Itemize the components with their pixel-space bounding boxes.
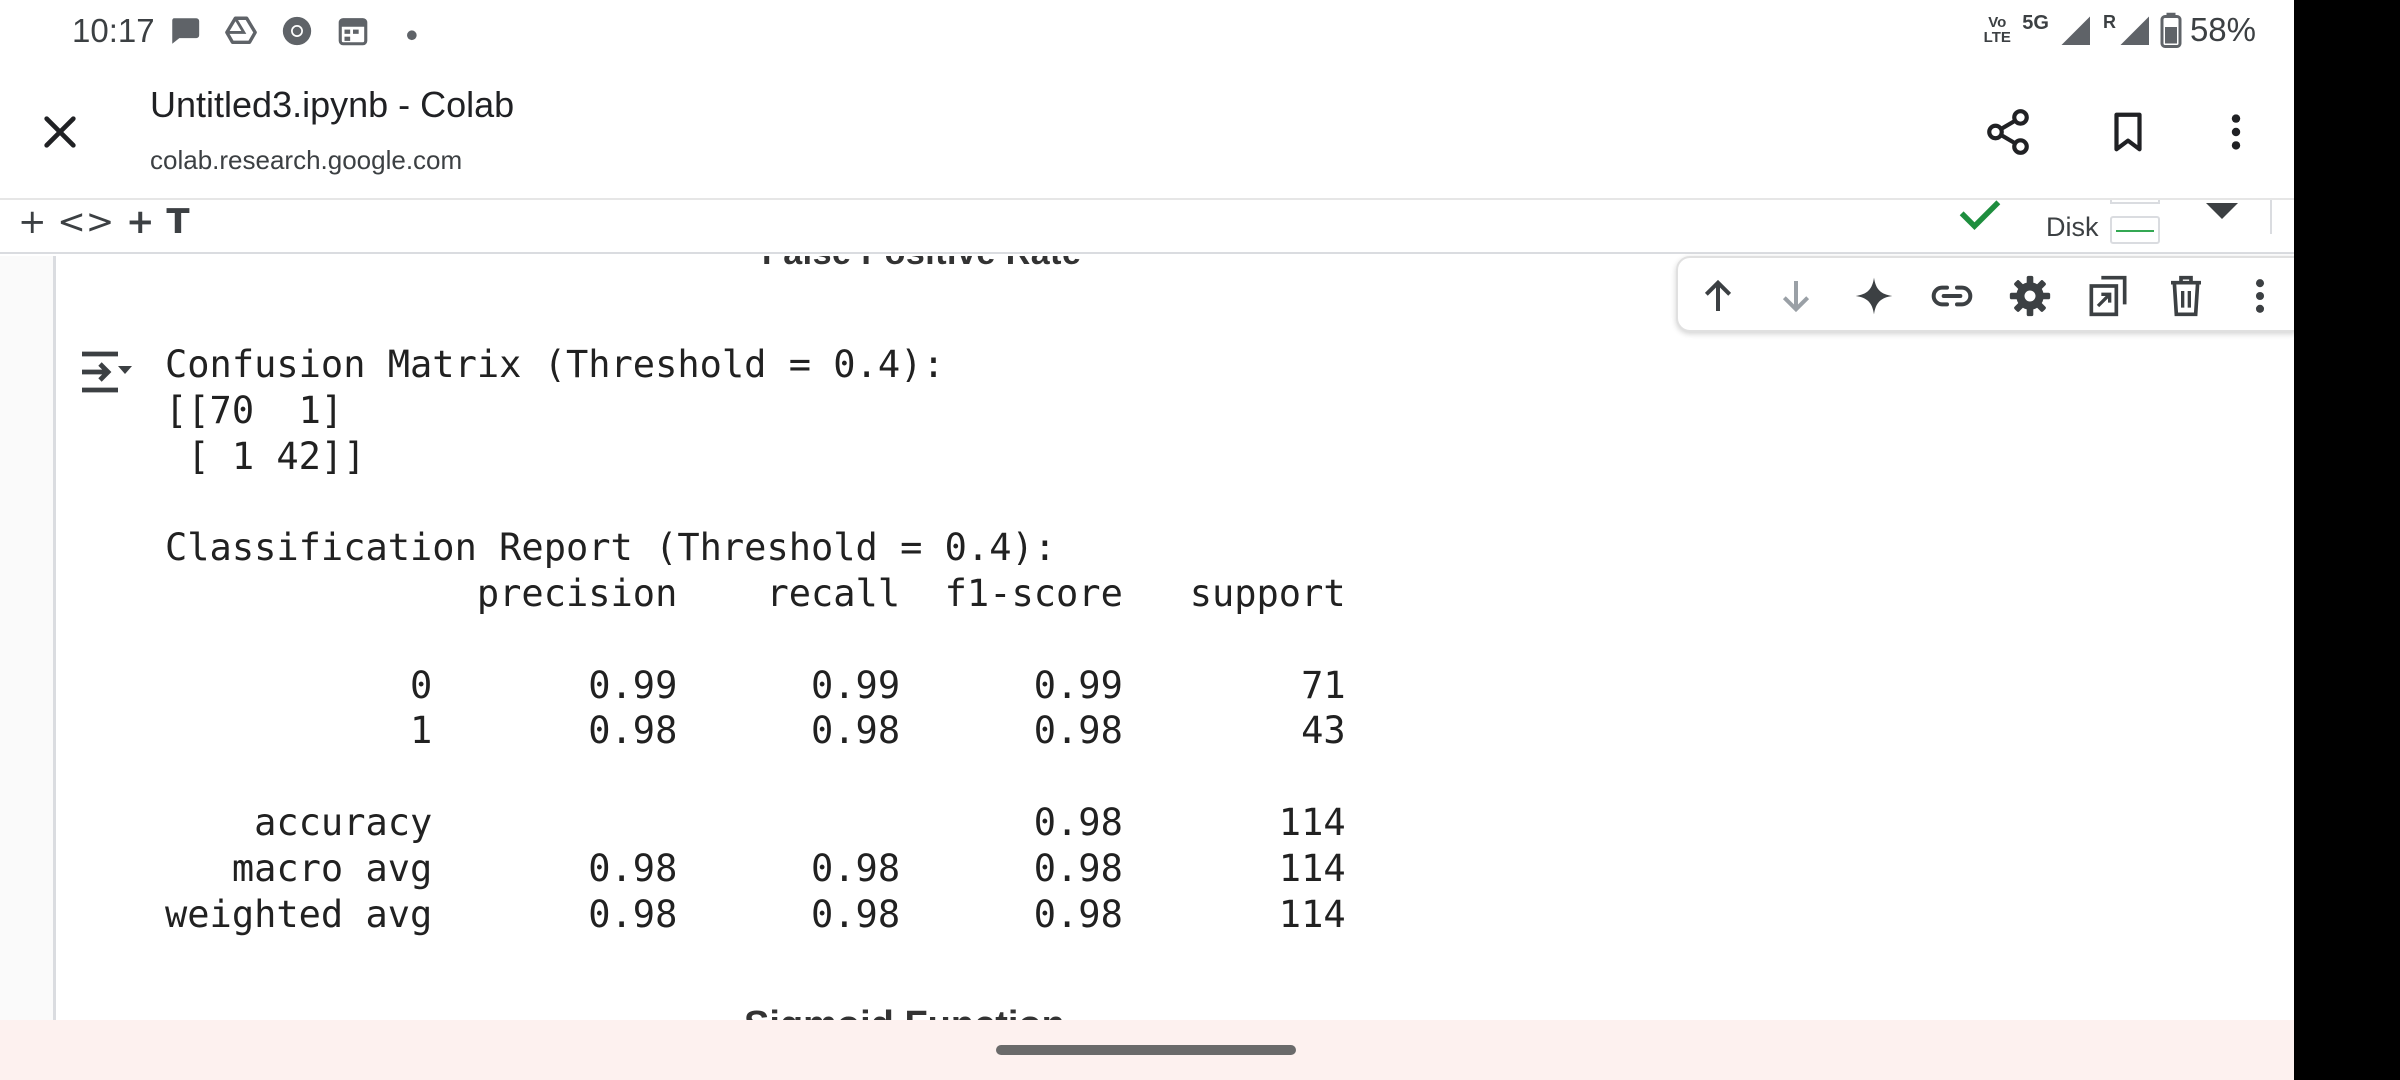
move-cell-up-button[interactable] [1692, 270, 1744, 322]
copy-link-button[interactable] [1926, 270, 1978, 322]
close-button[interactable] [30, 102, 90, 162]
mirror-cell-button[interactable] [2082, 270, 2134, 322]
roaming-label: R [2102, 11, 2116, 32]
output-line: precision recall f1-score support [165, 571, 1346, 615]
add-text-button[interactable]: + T [126, 202, 190, 242]
output-line: [ 1 42]] [165, 434, 366, 478]
signal-icon [2061, 16, 2090, 45]
colab-toolbar: + <> + T Disk [0, 200, 2294, 254]
app-bar: Untitled3.ipynb - Colab colab.research.g… [0, 62, 2294, 200]
calendar-icon [338, 18, 368, 46]
bookmark-icon [2114, 112, 2142, 152]
more-vert-icon [2231, 114, 2241, 150]
arrow-up-icon [1704, 279, 1732, 311]
output-toggle-icon[interactable] [78, 348, 134, 396]
status-bar: 10:17 Vo LTE 5G R [0, 0, 2294, 62]
more-options-button[interactable] [2204, 100, 2268, 164]
plot-xlabel: False Positive Rate [762, 256, 1081, 273]
cell-gutter[interactable] [0, 256, 56, 1020]
battery-percent: 58% [2189, 11, 2256, 48]
status-time: 10:17 [72, 12, 155, 49]
output-line [165, 617, 1346, 663]
bookmark-button[interactable] [2096, 100, 2160, 164]
home-indicator[interactable] [996, 1045, 1296, 1055]
output-line: 0 0.99 0.99 0.99 71 [165, 663, 1346, 707]
more-dot-icon [407, 30, 417, 41]
link-icon [1931, 285, 1973, 307]
battery-icon [2160, 12, 2182, 48]
sparkle-icon [1855, 277, 1893, 315]
google-drive-icon [225, 16, 257, 45]
cell-toolbar [1676, 256, 2294, 332]
delete-cell-button[interactable] [2160, 270, 2212, 322]
output-line: accuracy 0.98 114 [165, 800, 1346, 844]
chrome-icon [282, 16, 312, 46]
gear-icon [2009, 275, 2051, 317]
mirror-cell-icon [2089, 275, 2127, 317]
output-line [165, 754, 1346, 800]
ram-meter[interactable] [2110, 200, 2160, 204]
chat-bubble-icon [172, 18, 200, 44]
screen: 10:17 Vo LTE 5G R [0, 0, 2294, 1080]
move-cell-down-button[interactable] [1770, 270, 1822, 322]
navigation-bar [0, 1020, 2294, 1080]
output-line: 1 0.98 0.98 0.98 43 [165, 709, 1346, 753]
add-code-button[interactable]: + <> [18, 202, 115, 242]
status-right: Vo LTE 5G R 58% [1980, 10, 2256, 50]
page-url: colab.research.google.com [150, 145, 463, 175]
toolbar-divider [2270, 200, 2272, 234]
output-line: Classification Report (Threshold = 0.4): [165, 526, 1057, 570]
trash-icon [2171, 275, 2201, 317]
notebook-area[interactable]: False Positive Rate Confusion Matrix (Th… [0, 256, 2294, 1020]
signal-roaming-icon [2120, 16, 2149, 45]
more-vert-icon [2255, 279, 2265, 313]
output-line: macro avg 0.98 0.98 0.98 114 [165, 846, 1346, 890]
arrow-down-icon [1782, 281, 1810, 313]
cell-settings-button[interactable] [2004, 270, 2056, 322]
gemini-button[interactable] [1848, 270, 1900, 322]
chevron-down-icon[interactable] [2202, 200, 2242, 226]
page-title: Untitled3.ipynb - Colab [150, 84, 515, 125]
network-label: 5G [2022, 11, 2049, 34]
share-icon [1987, 109, 2029, 155]
screen-edge [2294, 0, 2400, 1080]
output-line: weighted avg 0.98 0.98 0.98 114 [165, 892, 1346, 936]
disk-meter[interactable] [2110, 216, 2160, 244]
output-line: Confusion Matrix (Threshold = 0.4): [165, 343, 945, 386]
share-button[interactable] [1976, 100, 2040, 164]
next-plot-title: Sigmoid Function [744, 1004, 1065, 1020]
output-line: [[70 1] [165, 388, 344, 432]
connected-check-icon[interactable] [1958, 200, 2002, 234]
output-line [165, 479, 1346, 525]
disk-meter-fill [2116, 230, 2154, 232]
volte-label: Vo LTE [1983, 14, 2011, 46]
disk-label: Disk [2046, 212, 2099, 242]
cell-more-button[interactable] [2234, 270, 2286, 322]
cell-output: Confusion Matrix (Threshold = 0.4): [[70 … [165, 342, 1346, 937]
close-icon [44, 116, 76, 148]
